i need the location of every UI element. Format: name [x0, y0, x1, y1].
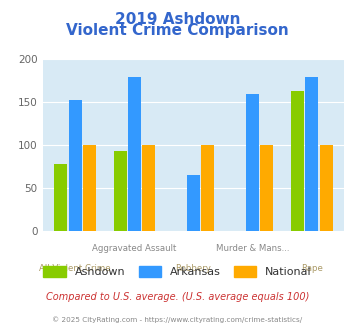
Text: Rape: Rape — [301, 264, 323, 273]
Bar — [305, 77, 318, 231]
Bar — [260, 145, 273, 231]
Legend: Ashdown, Arkansas, National: Ashdown, Arkansas, National — [39, 261, 316, 281]
Bar — [142, 145, 155, 231]
Bar — [54, 164, 67, 231]
Bar — [187, 175, 200, 231]
Bar — [291, 91, 304, 231]
Text: 2019 Ashdown: 2019 Ashdown — [115, 12, 240, 26]
Bar — [320, 145, 333, 231]
Bar — [201, 145, 214, 231]
Text: Robbery: Robbery — [175, 264, 212, 273]
Text: © 2025 CityRating.com - https://www.cityrating.com/crime-statistics/: © 2025 CityRating.com - https://www.city… — [53, 317, 302, 323]
Bar — [114, 151, 127, 231]
Bar — [128, 78, 141, 231]
Text: Murder & Mans...: Murder & Mans... — [216, 244, 289, 253]
Bar — [246, 94, 259, 231]
Text: Compared to U.S. average. (U.S. average equals 100): Compared to U.S. average. (U.S. average … — [46, 292, 309, 302]
Text: Aggravated Assault: Aggravated Assault — [92, 244, 176, 253]
Bar — [69, 100, 82, 231]
Text: Violent Crime Comparison: Violent Crime Comparison — [66, 23, 289, 38]
Text: All Violent Crime: All Violent Crime — [39, 264, 111, 273]
Bar — [83, 145, 96, 231]
